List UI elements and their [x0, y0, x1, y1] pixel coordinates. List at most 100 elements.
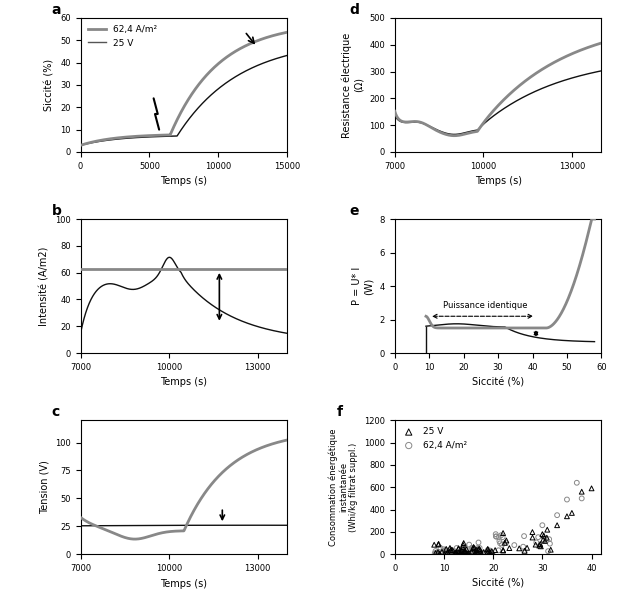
62,4 A/m² [451, 550, 461, 559]
25 V [520, 546, 529, 555]
62,4 A/m² [485, 546, 495, 555]
62,4 A/m² [460, 549, 470, 558]
25 V [448, 545, 458, 555]
25 V [459, 538, 469, 548]
25 V [445, 543, 455, 552]
25 V [435, 549, 445, 558]
25 V [498, 546, 508, 555]
25 V [453, 544, 463, 553]
62,4 A/m² [464, 548, 474, 558]
25 V [441, 549, 451, 558]
25 V [528, 533, 538, 542]
62,4 A/m² [494, 536, 504, 546]
25 V [483, 544, 493, 554]
62,4 A/m² [432, 548, 441, 558]
62,4 A/m² [451, 548, 461, 558]
62,4 A/m² [452, 543, 462, 552]
25 V [461, 548, 471, 558]
62,4 A/m² [461, 544, 471, 554]
62,4 A/m² [475, 543, 485, 552]
25 V [539, 531, 549, 541]
62,4 A/m² [531, 538, 541, 547]
25 V [587, 483, 596, 493]
Text: a: a [51, 3, 61, 17]
62,4 A/m² [519, 531, 529, 541]
62,4 A/m² [494, 533, 503, 542]
25 V [451, 548, 461, 558]
Text: d: d [349, 3, 359, 17]
62,4 A/m² [487, 549, 497, 558]
25 V [528, 527, 538, 537]
25 V [458, 540, 468, 550]
62,4 A/m² [491, 529, 501, 539]
25 V [457, 546, 467, 555]
25 V [460, 548, 470, 557]
Text: Puissance identique: Puissance identique [443, 301, 528, 310]
62,4 A/m² [472, 544, 482, 553]
62,4 A/m² [433, 549, 443, 558]
25 V [474, 544, 484, 554]
62,4 A/m² [510, 541, 520, 550]
25 V [534, 541, 544, 550]
Text: b: b [51, 204, 61, 218]
25 V [542, 533, 552, 542]
X-axis label: Temps (s): Temps (s) [474, 176, 521, 187]
25 V [433, 540, 443, 550]
25 V [490, 545, 500, 555]
62,4 A/m² [456, 548, 466, 558]
25 V [498, 545, 508, 555]
25 V [429, 540, 439, 550]
25 V [451, 550, 461, 559]
25 V [546, 545, 556, 554]
62,4 A/m² [441, 545, 451, 555]
25 V [472, 548, 482, 558]
25 V [482, 545, 492, 554]
62,4 A/m² [467, 547, 477, 557]
Text: f: f [337, 405, 343, 419]
Legend: 62,4 A/m², 25 V: 62,4 A/m², 25 V [85, 23, 160, 50]
62,4 A/m² [483, 545, 493, 555]
62,4 A/m² [538, 520, 547, 530]
25 V [433, 548, 443, 557]
62,4 A/m² [552, 510, 562, 520]
25 V [484, 548, 494, 558]
25 V [498, 528, 508, 538]
62,4 A/m² [456, 550, 466, 559]
62,4 A/m² [454, 549, 464, 558]
25 V [472, 545, 482, 555]
62,4 A/m² [467, 543, 477, 552]
62,4 A/m² [430, 548, 440, 558]
25 V [469, 542, 479, 552]
25 V [535, 539, 545, 549]
25 V [463, 549, 473, 558]
62,4 A/m² [477, 548, 487, 558]
62,4 A/m² [518, 542, 528, 551]
Text: e: e [349, 204, 359, 218]
62,4 A/m² [438, 547, 448, 556]
25 V [500, 538, 510, 548]
62,4 A/m² [474, 549, 484, 558]
62,4 A/m² [465, 548, 475, 558]
62,4 A/m² [520, 547, 529, 557]
25 V [474, 545, 484, 554]
25 V [542, 525, 552, 535]
25 V [460, 547, 470, 556]
25 V [440, 550, 450, 559]
62,4 A/m² [446, 547, 456, 556]
62,4 A/m² [440, 547, 450, 556]
62,4 A/m² [533, 532, 543, 542]
62,4 A/m² [469, 544, 479, 553]
25 V [468, 544, 478, 554]
62,4 A/m² [474, 538, 484, 547]
62,4 A/m² [433, 547, 443, 557]
Text: c: c [51, 405, 60, 419]
62,4 A/m² [497, 540, 507, 550]
25 V [552, 520, 562, 530]
62,4 A/m² [501, 538, 511, 548]
25 V [451, 548, 461, 558]
Y-axis label: Tension (V): Tension (V) [40, 460, 50, 514]
62,4 A/m² [465, 548, 475, 557]
25 V [469, 544, 479, 553]
Y-axis label: Resistance électrique
(Ω): Resistance électrique (Ω) [342, 32, 363, 138]
62,4 A/m² [445, 545, 455, 554]
